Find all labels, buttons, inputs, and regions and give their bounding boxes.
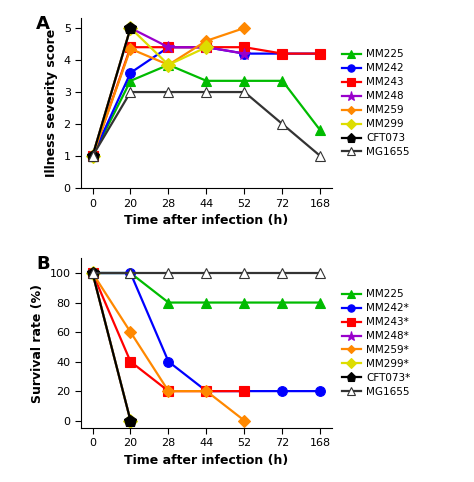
Legend: MM225, MM242*, MM243*, MM248*, MM259*, MM299*, CFT073*, MG1655: MM225, MM242*, MM243*, MM248*, MM259*, M… bbox=[342, 289, 410, 397]
X-axis label: Time after infection (h): Time after infection (h) bbox=[124, 454, 289, 467]
Y-axis label: Survival rate (%): Survival rate (%) bbox=[31, 283, 44, 402]
X-axis label: Time after infection (h): Time after infection (h) bbox=[124, 214, 289, 227]
Y-axis label: Illness severity score: Illness severity score bbox=[45, 29, 58, 177]
Text: A: A bbox=[36, 15, 50, 33]
Text: B: B bbox=[36, 255, 50, 273]
Legend: MM225, MM242, MM243, MM248, MM259, MM299, CFT073, MG1655: MM225, MM242, MM243, MM248, MM259, MM299… bbox=[342, 49, 410, 157]
